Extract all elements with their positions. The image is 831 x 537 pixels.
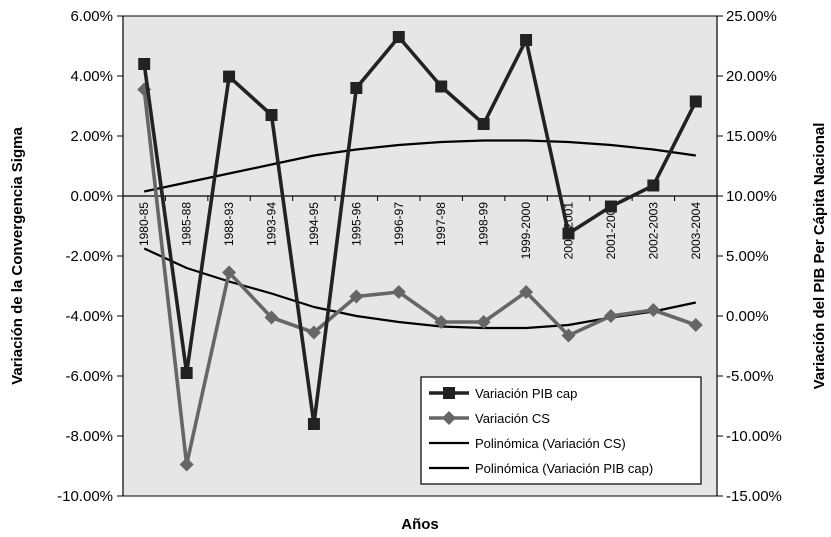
y-left-tick-label: -10.00% — [57, 488, 113, 505]
series-1 — [137, 82, 703, 472]
x-category-label: 1988-93 — [222, 202, 236, 246]
legend-swatch-marker — [442, 411, 456, 425]
square-point — [520, 34, 533, 46]
y-left-tick-label: 0.00% — [70, 188, 113, 205]
legend-label: Variación CS — [475, 411, 550, 426]
diamond-point — [391, 285, 406, 299]
y-left-tick-label: -8.00% — [65, 428, 113, 445]
y-right-tick-label: 5.00% — [726, 248, 769, 265]
y-right-tick-label: -5.00% — [726, 368, 774, 385]
diamond-point — [222, 265, 237, 280]
x-axis-title: Años — [401, 516, 439, 533]
x-category-label: 1996-97 — [392, 202, 406, 246]
x-category-label: 2003-2004 — [689, 202, 703, 260]
y-right-tick-label: -10.00% — [726, 428, 782, 445]
series-layer — [137, 31, 703, 472]
x-category-label: 1994-95 — [307, 202, 321, 246]
diamond-point — [519, 285, 534, 299]
square-point — [180, 367, 193, 379]
square-point — [392, 31, 405, 43]
legend: Variación PIB cap Variación CS Polinómica … — [420, 376, 702, 485]
square-point — [223, 70, 236, 83]
y-right-tick-label: 25.00% — [726, 8, 777, 25]
y-right-tick-label: 10.00% — [726, 188, 777, 205]
y-axis-right-title: Variación del PIB Per Cápita Nacional — [811, 123, 828, 390]
diamond-point — [434, 315, 449, 329]
square-point — [647, 179, 660, 192]
y-right-tick-label: -15.00% — [726, 488, 782, 505]
x-category-label: 1993-94 — [265, 202, 279, 246]
square-point — [138, 58, 151, 70]
legend-label: Polinómica (Variación PIB cap) — [475, 461, 653, 476]
x-category-label: 1997-98 — [434, 202, 448, 246]
y-left-tick-label: -6.00% — [65, 368, 113, 385]
x-category-label: 2002-2003 — [646, 202, 660, 260]
diamond-point — [179, 457, 194, 472]
square-point — [689, 95, 702, 108]
y-left-tick-label: -4.00% — [65, 308, 113, 325]
y-left-tick-label: 4.00% — [70, 68, 113, 85]
series-line — [142, 35, 698, 426]
axes: 6.00% 4.00% 2.00% 0.00% -2.00% -4.00% -6.00% -8… — [57, 8, 782, 505]
y-left-tick-label: 2.00% — [70, 128, 113, 145]
diamond-point — [264, 310, 279, 325]
square-point — [265, 109, 278, 121]
diamond-point — [349, 289, 364, 304]
legend-label: Variación PIB cap — [475, 386, 577, 401]
x-category-label: 1980-85 — [137, 202, 151, 246]
y-right-tick-label: 20.00% — [726, 68, 777, 85]
square-point — [435, 80, 448, 93]
series-3 — [143, 139, 696, 193]
square-point — [604, 200, 617, 213]
x-category-label: 1999-2000 — [519, 202, 533, 260]
diamond-point — [561, 328, 576, 343]
y-axis-left-title: Variación de la Convergencia Sigma — [9, 127, 26, 385]
legend-box — [420, 376, 702, 485]
legend-label: Polinómica (Variación CS) — [475, 436, 626, 451]
diamond-point — [306, 325, 321, 340]
square-point — [350, 82, 363, 94]
x-category-label: 1998-99 — [477, 202, 491, 246]
diamond-point — [476, 315, 491, 329]
trendline — [143, 139, 696, 193]
y-right-tick-label: 0.00% — [726, 308, 769, 325]
x-category-label: 1985-88 — [180, 202, 194, 246]
y-right-tick-label: 15.00% — [726, 128, 777, 145]
x-category-label: 2001-2002 — [604, 202, 618, 260]
series-0 — [138, 31, 702, 430]
square-point — [477, 118, 490, 130]
x-category-label: 1995-96 — [349, 202, 363, 246]
y-left-tick-label: 6.00% — [70, 8, 113, 25]
diamond-point — [646, 303, 661, 317]
square-point — [562, 227, 575, 240]
diamond-point — [603, 309, 618, 323]
legend-swatch-marker — [443, 387, 455, 399]
square-point — [307, 418, 320, 430]
y-left-tick-label: -2.00% — [65, 248, 113, 265]
series-line — [142, 89, 697, 467]
diamond-point — [688, 318, 703, 332]
